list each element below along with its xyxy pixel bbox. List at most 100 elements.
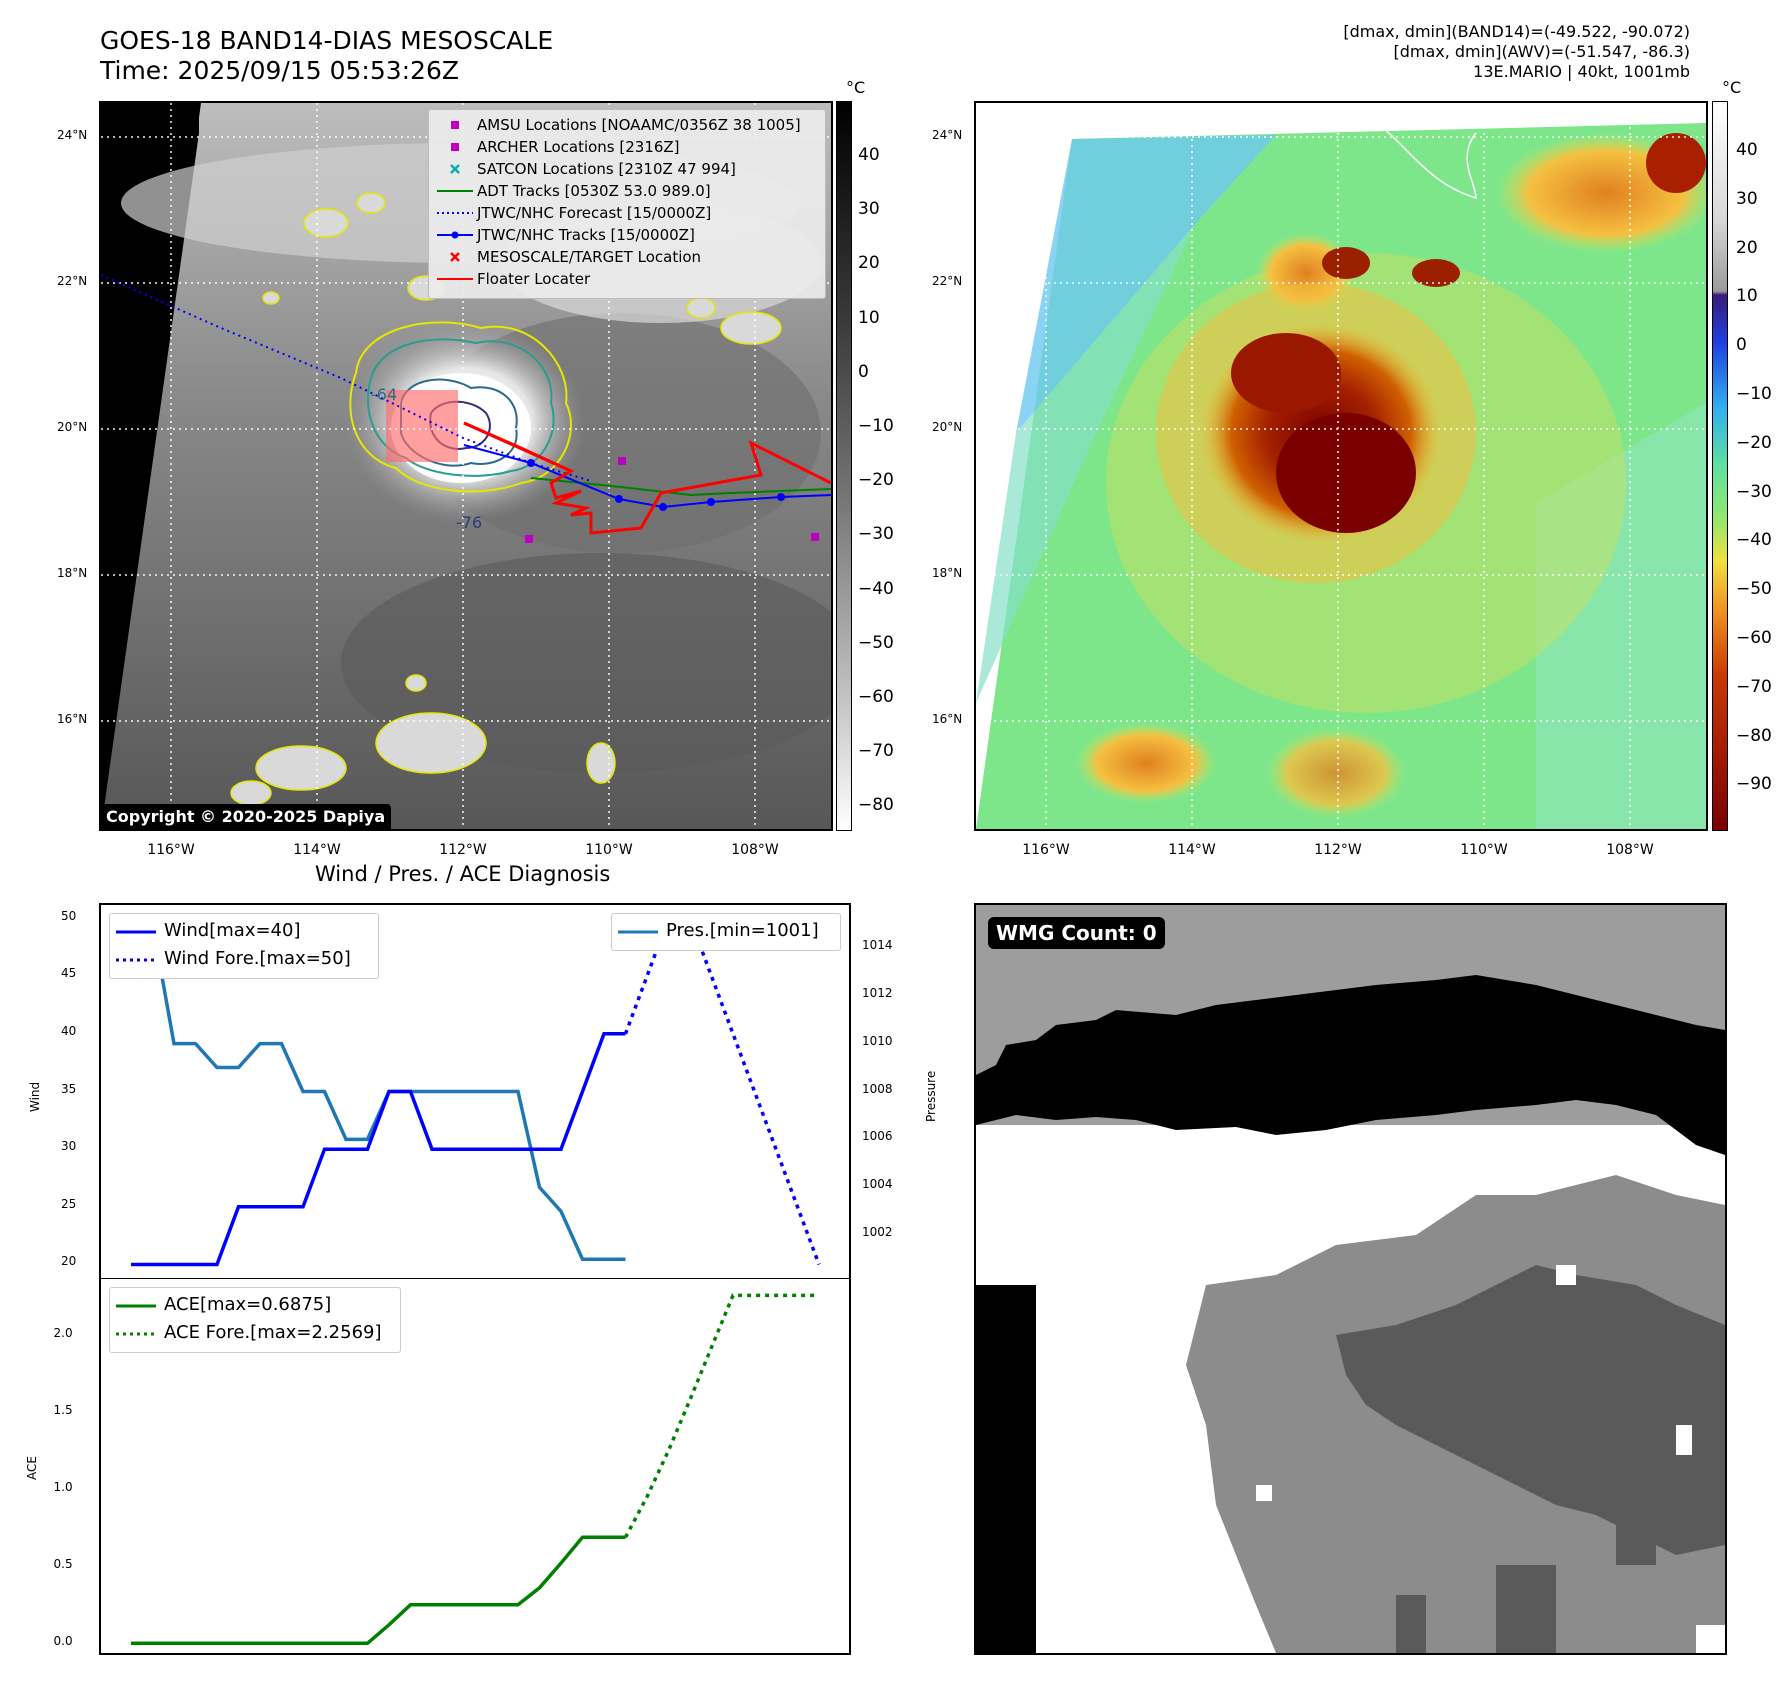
awv-color-map <box>974 101 1708 831</box>
figure-title: GOES-18 BAND14-DIAS MESOSCALE Time: 2025… <box>100 26 553 86</box>
colorbar2-tick-10: −60 <box>1736 628 1772 648</box>
map-legend: AMSU Locations [NOAAMC/0356Z 38 1005] AR… <box>428 109 826 299</box>
subtitle-line-3: 13E.MARIO | 40kt, 1001mb <box>1473 62 1690 81</box>
pressure-y-tick-1: 1012 <box>862 985 893 1000</box>
lat-label-20: 20°N <box>57 420 88 434</box>
colorbar1-tick-2: 20 <box>858 253 880 274</box>
lat-label-22: 22°N <box>57 274 88 288</box>
wmg-count-badge: WMG Count: 0 <box>988 917 1165 949</box>
colorbar1-tick-10: −60 <box>858 687 894 707</box>
ace-legend: ACE[max=0.6875] ACE Fore.[max=2.2569] <box>109 1287 401 1353</box>
ace-y-tick-1: 1.5 <box>53 1403 73 1418</box>
legend-ace: ACE[max=0.6875] <box>164 1294 332 1315</box>
colorbar2-tick-3: 10 <box>1736 286 1758 307</box>
lat-label-16-r: 16°N <box>932 712 963 726</box>
colorbar1-tick-8: −40 <box>858 578 894 599</box>
wind-y-tick-4: 30 <box>61 1139 77 1154</box>
colorbar2-tick-13: −90 <box>1736 774 1772 795</box>
wind-axis-label: Wind <box>28 1081 42 1112</box>
colorbar2-tick-12: −80 <box>1736 725 1772 746</box>
pressure-legend: Pres.[min=1001] <box>611 913 841 951</box>
wmg-svg <box>976 905 1725 1653</box>
pressure-y-tick-0: 1014 <box>862 937 893 952</box>
legend-ace-forecast: ACE Fore.[max=2.2569] <box>164 1322 382 1343</box>
lat-label-20-r: 20°N <box>932 420 963 434</box>
colorbar2-tick-8: −40 <box>1736 530 1772 551</box>
ir-grayscale-map: -64 -76 AMSU Locations [NOAAMC/0356Z 38 … <box>99 101 833 831</box>
lon-label-114-r: 114°W <box>1168 842 1216 858</box>
copyright-label: Copyright © 2020-2025 Dapiya <box>101 804 392 829</box>
contour-label-1: -64 <box>371 385 397 404</box>
wind-y-tick-5: 25 <box>61 1196 77 1211</box>
lat-label-18-r: 18°N <box>932 566 963 580</box>
colorbar2-unit: °C <box>1722 78 1742 97</box>
pressure-y-tick-3: 1008 <box>862 1081 893 1096</box>
lon-label-112: 112°W <box>439 842 487 858</box>
colorbar1-tick-9: −50 <box>858 632 894 653</box>
wind-forecast-line <box>623 916 821 1266</box>
contour-label-2: -76 <box>456 513 482 532</box>
legend-pressure: Pres.[min=1001] <box>666 920 819 941</box>
colorbar-awv <box>1712 101 1728 831</box>
ace-y-tick-3: 0.5 <box>53 1557 73 1572</box>
wind-legend: Wind[max=40] Wind Fore.[max=50] <box>109 913 379 979</box>
colorbar1-unit: °C <box>846 78 866 97</box>
colorbar2-tick-0: 40 <box>1736 140 1758 160</box>
lon-label-116: 116°W <box>147 842 195 858</box>
title-line-1: GOES-18 BAND14-DIAS MESOSCALE <box>100 26 554 55</box>
colorbar1-tick-5: −10 <box>858 416 894 436</box>
wind-pressure-chart: Wind[max=40] Wind Fore.[max=50] Pres.[mi… <box>99 903 851 1279</box>
wind-line <box>131 1032 626 1267</box>
colorbar1-tick-4: 0 <box>858 361 869 382</box>
wmg-panel: WMG Count: 0 <box>974 903 1727 1655</box>
figure-subtitle-right: [dmax, dmin](BAND14)=(-49.522, -90.072) … <box>1343 22 1690 82</box>
ace-svg <box>131 1293 819 1646</box>
colorbar1-tick-7: −30 <box>858 524 894 545</box>
ace-axis-label: ACE <box>25 1456 39 1480</box>
lon-label-108-r: 108°W <box>1606 842 1654 858</box>
colorbar2-tick-6: −20 <box>1736 432 1772 453</box>
lon-label-110: 110°W <box>585 842 633 858</box>
ace-line <box>131 1535 626 1646</box>
colorbar2-tick-4: 0 <box>1736 335 1747 356</box>
colorbar2-tick-9: −50 <box>1736 579 1772 600</box>
colorbar1-tick-1: 30 <box>858 199 880 220</box>
wind-y-tick-6: 20 <box>61 1254 77 1269</box>
lat-label-16: 16°N <box>57 712 88 726</box>
lon-label-110-r: 110°W <box>1460 842 1508 858</box>
colorbar1-tick-0: 40 <box>858 145 880 165</box>
lon-label-114: 114°W <box>293 842 341 858</box>
colorbar2-tick-11: −70 <box>1736 676 1772 697</box>
colorbar2-tick-1: 30 <box>1736 188 1758 209</box>
ace-forecast-line <box>623 1293 819 1539</box>
lon-label-112-r: 112°W <box>1314 842 1362 858</box>
lon-label-108: 108°W <box>731 842 779 858</box>
lat-label-24: 24°N <box>57 128 88 142</box>
colorbar1-tick-12: −80 <box>858 795 894 816</box>
wind-y-tick-1: 45 <box>61 966 77 981</box>
lat-label-24-r: 24°N <box>932 128 963 142</box>
colorbar2-tick-2: 20 <box>1736 237 1758 258</box>
ace-y-tick-4: 0.0 <box>53 1634 73 1649</box>
legend-wind: Wind[max=40] <box>164 920 301 941</box>
pressure-y-tick-5: 1004 <box>862 1177 893 1192</box>
lat-label-18: 18°N <box>57 566 88 580</box>
chart-title: Wind / Pres. / ACE Diagnosis <box>315 862 611 886</box>
awv-map-svg <box>976 103 1706 829</box>
colorbar1-tick-11: −70 <box>858 741 894 762</box>
legend-wind-forecast: Wind Fore.[max=50] <box>164 948 351 969</box>
lat-label-22-r: 22°N <box>932 274 963 288</box>
ace-chart: ACE[max=0.6875] ACE Fore.[max=2.2569] <box>99 1278 851 1655</box>
colorbar1-tick-6: −20 <box>858 470 894 491</box>
colorbar2-tick-7: −30 <box>1736 481 1772 502</box>
colorbar1-tick-3: 10 <box>858 307 880 328</box>
wind-y-tick-0: 50 <box>61 908 77 923</box>
colorbar2-tick-5: −10 <box>1736 384 1772 404</box>
lon-label-116-r: 116°W <box>1022 842 1070 858</box>
pressure-y-tick-4: 1006 <box>862 1129 893 1144</box>
wind-y-tick-3: 35 <box>61 1081 77 1096</box>
pressure-y-tick-2: 1010 <box>862 1033 893 1048</box>
title-line-2: Time: 2025/09/15 05:53:26Z <box>100 56 459 85</box>
subtitle-line-2: [dmax, dmin](AWV)=(-51.547, -86.3) <box>1393 42 1690 61</box>
ace-y-tick-2: 1.0 <box>53 1480 73 1495</box>
